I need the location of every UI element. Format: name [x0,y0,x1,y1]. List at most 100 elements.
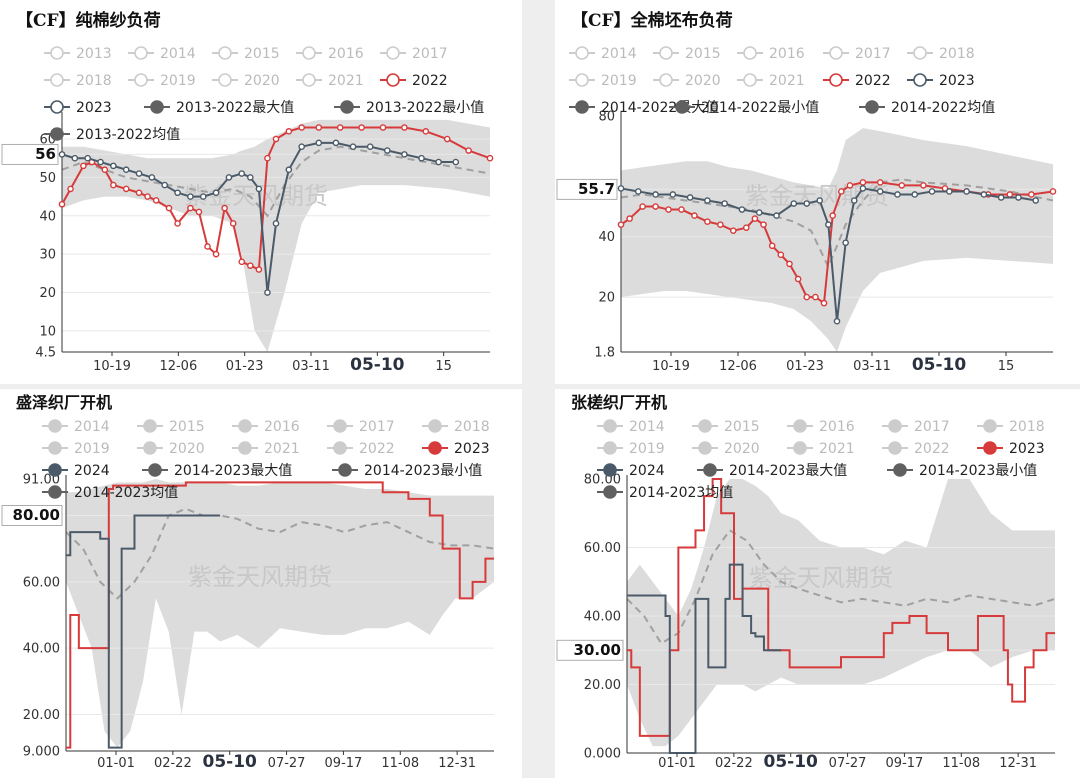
series-point-2023 [452,158,460,166]
legend-label: 2013-2022最大值 [176,100,294,116]
avg-line [626,529,1056,645]
legend-swatch-dot [338,463,352,477]
series-point-2022 [626,215,633,222]
panel-shengze-operating: 盛泽织厂开机 紫金天风期货 9.000 20.00 40.00 60.00 80.00 91… [0,389,522,778]
series-point-2022 [229,220,237,227]
legend-swatch-dot [218,46,232,60]
legend-label: 2018 [76,73,112,89]
series-point-2022 [751,215,759,222]
band-area [627,479,1055,747]
series-point-2023 [212,189,220,197]
x-tick-label: 05-10 [764,752,819,772]
x-tick-label: 01-23 [226,359,264,374]
series-point-2023 [71,154,79,162]
series-point-2023 [634,188,642,195]
series-point-2022 [898,182,906,189]
chart-svg[interactable]: 紫金天风期货 0.000 20.00 30.00 40.00 60.00 80.00 01-0… [555,389,1080,778]
legend-swatch-dot [743,73,757,87]
series-point-2023 [247,174,254,181]
legend-swatch-dot [913,46,927,60]
series-point-2023 [285,166,293,174]
legend-label: 2014-2022最大值 [601,100,719,116]
legend-label: 2020 [685,73,721,89]
series-point-2023 [366,143,374,150]
x-tick-label: 11-08 [942,756,980,771]
legend-label: 2015 [169,419,205,435]
legend-swatch-dot [913,73,927,87]
series-point-2022 [786,260,793,268]
highlight-box [556,178,618,200]
legend-swatch-dot [134,46,148,60]
legend-label: 2014 [160,46,196,62]
avg-line [65,507,495,600]
series-point-2023 [97,158,104,166]
legend-swatch-dot [793,441,807,455]
series-point-2022 [401,124,408,131]
legend-swatch-dot [428,441,442,455]
legend-label: 2018 [1009,419,1045,435]
legend-swatch-dot [983,441,997,455]
series-point-2022 [812,293,819,301]
legend-label: 2018 [939,46,975,62]
chart-svg[interactable]: 紫金天风期货 9.000 20.00 40.00 60.00 80.00 91.00 01-0… [0,389,522,778]
y-tick-label: 30 [39,248,56,263]
series-point-2023 [264,289,271,296]
series-point-2022 [336,124,344,131]
series-point-2022 [691,212,698,219]
legend-swatch-dot [743,46,757,60]
y-tick-label: 40 [39,209,56,224]
series-point-2022 [1006,191,1014,198]
legend-swatch-dot [675,100,689,114]
legend-swatch-dot [340,100,354,114]
series-point-2023 [1032,197,1040,204]
series-point-2022 [110,181,117,189]
legend-label: 2014-2023均值 [629,485,733,501]
highlight-box [1,505,63,526]
legend-swatch-dot [659,46,673,60]
y-tick-label: 40 [598,230,615,245]
y-tick-label: 10 [39,324,56,339]
legend-label: 2017 [855,46,891,62]
series-point-2022 [80,162,87,170]
legend-swatch-dot [793,419,807,433]
legend-label: 2015 [724,419,760,435]
series-point-2023 [721,200,728,207]
legend-label: 2014-2022均值 [891,100,995,116]
legend-swatch-dot [143,419,157,433]
legend-swatch-dot [48,441,62,455]
y-tick-label: 40.00 [23,642,60,657]
series-point-2022 [465,147,472,154]
series-point-2023 [148,174,156,181]
legend-label: 2015 [685,46,721,62]
series-point-2022 [820,299,828,307]
series-point-2022 [639,203,646,210]
x-tick-label: 01-01 [658,756,696,771]
legend-label: 2014-2023最大值 [174,463,292,479]
series-point-2022 [717,221,724,228]
series-point-2023 [401,151,408,158]
y-tick-label: 80.00 [584,473,621,488]
watermark-text: 紫金天风期货 [188,563,332,591]
legend-label: 2019 [74,441,110,457]
series-point-2023 [84,154,91,162]
legend-swatch-dot [829,73,843,87]
series-line-2023 [620,187,1036,322]
legend-swatch-dot [865,100,879,114]
x-tick-label: 12-06 [719,359,757,374]
legend-swatch-dot [50,46,64,60]
legend-swatch-dot [575,100,589,114]
legend-label: 2014-2023最小值 [364,463,482,479]
highlight-box [1,143,59,165]
chart-title: 【CF】纯棉纱负荷 [16,11,161,31]
legend-swatch-dot [302,73,316,87]
series-point-2023 [803,200,811,207]
legend-label: 2018 [454,419,490,435]
series-point-2022 [846,182,854,189]
y-tick-label: 55.7 [578,180,615,198]
legend-swatch-dot [888,441,902,455]
x-tick-label: 07-27 [268,756,306,771]
band-area [66,479,494,748]
legend-swatch-dot [893,463,907,477]
